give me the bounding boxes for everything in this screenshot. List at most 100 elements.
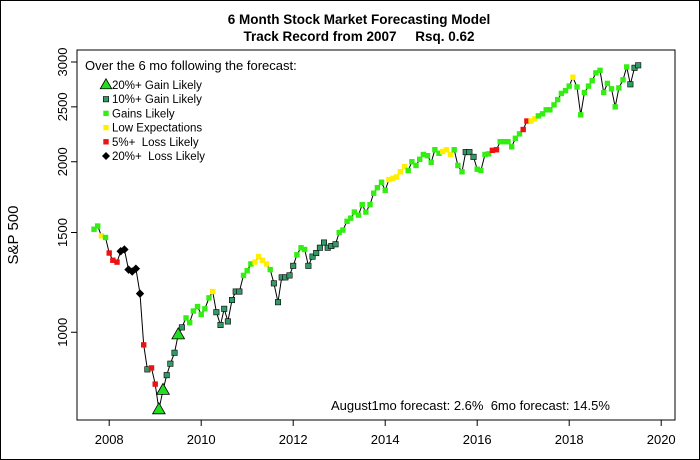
y-tick-label: 3000: [55, 48, 70, 77]
data-point: [401, 164, 408, 170]
data-point: [512, 135, 519, 141]
data-point: [363, 209, 369, 215]
data-point: [298, 245, 304, 251]
data-point: [371, 190, 377, 196]
legend-entries: 20%+ Gain Likely 10%+ Gain Likely Gains Li…: [99, 77, 205, 163]
plot-area: [76, 49, 676, 421]
data-point: [555, 96, 561, 103]
data-point: [562, 87, 569, 94]
data-point: [229, 297, 236, 304]
y-axis: 1000 1500 2000 2500 3000: [55, 48, 77, 347]
x-tick-label: 2018: [555, 432, 584, 447]
data-point: [224, 318, 231, 325]
data-point: [171, 349, 178, 356]
legend-label: 20%+ Loss Likely: [112, 151, 205, 163]
y-axis-label: S&P 500: [5, 206, 22, 265]
data-point: [520, 126, 526, 133]
data-point: [167, 360, 174, 367]
data-point: [106, 250, 112, 256]
legend-title: Over the 6 mo following the forecast:: [85, 58, 297, 73]
data-point: [316, 244, 323, 251]
data-point: [114, 259, 120, 265]
legend-marker: [102, 152, 110, 160]
data-point: [332, 241, 339, 248]
legend-marker: [103, 96, 110, 103]
y-tick-label: 2500: [55, 92, 70, 121]
data-point: [455, 162, 461, 169]
data-point: [420, 151, 427, 158]
x-tick-label: 2014: [371, 432, 400, 447]
data-point: [443, 147, 450, 153]
data-point: [263, 261, 270, 267]
data-point: [120, 245, 129, 254]
data-point: [221, 305, 228, 312]
x-axis: 2008 2010 2012 2014 2016 2018 2020: [95, 420, 676, 447]
forecast-annotation: August1mo forecast: 2.6% 6mo forecast: 1…: [331, 398, 610, 413]
data-point: [378, 179, 385, 185]
data-point: [210, 288, 216, 295]
data-point: [574, 84, 580, 90]
data-point: [275, 299, 282, 306]
data-point: [551, 102, 557, 108]
y-tick-label: 1000: [55, 318, 70, 347]
legend-marker: [103, 124, 109, 131]
data-point: [217, 321, 224, 328]
data-markers: [91, 62, 642, 415]
data-point: [624, 64, 630, 70]
data-point: [547, 107, 553, 113]
data-point: [528, 118, 534, 124]
series-line: [93, 64, 639, 410]
data-point: [270, 280, 277, 287]
data-point: [593, 70, 599, 76]
data-point: [428, 159, 434, 166]
data-point: [156, 382, 171, 395]
data-point: [440, 148, 446, 155]
data-point: [570, 74, 576, 80]
data-point: [309, 253, 316, 260]
data-point: [470, 153, 477, 160]
data-point: [98, 233, 105, 239]
data-point: [305, 262, 312, 269]
data-point: [202, 306, 208, 312]
data-point: [405, 167, 411, 174]
data-point: [566, 83, 572, 89]
data-point: [627, 81, 634, 88]
data-point: [163, 372, 170, 379]
data-point: [509, 144, 515, 150]
data-point: [244, 267, 250, 274]
data-point: [417, 156, 423, 162]
data-point: [585, 83, 592, 89]
data-point: [524, 118, 530, 124]
data-point: [489, 147, 496, 154]
data-point: [474, 166, 480, 172]
data-point: [612, 104, 618, 110]
data-point: [597, 67, 603, 74]
x-tick-label: 2012: [279, 432, 308, 447]
data-point: [344, 218, 350, 224]
data-point: [302, 246, 308, 253]
data-point: [635, 62, 642, 69]
data-point: [348, 215, 354, 221]
legend-label: Gains Likely: [112, 108, 175, 120]
data-point: [589, 78, 595, 84]
data-point: [102, 234, 109, 241]
y-tick-label: 2000: [55, 147, 70, 176]
data-point: [424, 152, 431, 159]
data-point: [152, 381, 158, 387]
data-point: [148, 365, 155, 371]
data-point: [340, 227, 346, 233]
data-point: [539, 111, 546, 117]
data-point: [390, 175, 396, 181]
data-point: [535, 113, 542, 119]
data-point: [367, 201, 373, 208]
data-point: [190, 308, 197, 314]
data-point: [110, 257, 116, 263]
data-point: [486, 151, 492, 157]
data-point: [482, 151, 488, 158]
data-point: [321, 239, 328, 246]
data-point: [409, 159, 415, 165]
data-point: [313, 250, 320, 257]
data-point: [501, 138, 507, 145]
data-point: [478, 167, 484, 174]
